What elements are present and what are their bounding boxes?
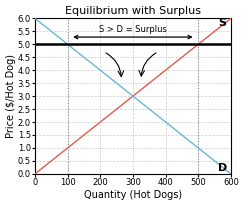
Text: D: D [218, 163, 227, 173]
Y-axis label: Price ($/Hot Dog): Price ($/Hot Dog) [6, 54, 16, 138]
Title: Equilibrium with Surplus: Equilibrium with Surplus [65, 6, 201, 16]
Text: S: S [219, 18, 227, 28]
X-axis label: Quantity (Hot Dogs): Quantity (Hot Dogs) [84, 190, 182, 200]
Text: S > D = Surplus: S > D = Surplus [99, 26, 167, 34]
